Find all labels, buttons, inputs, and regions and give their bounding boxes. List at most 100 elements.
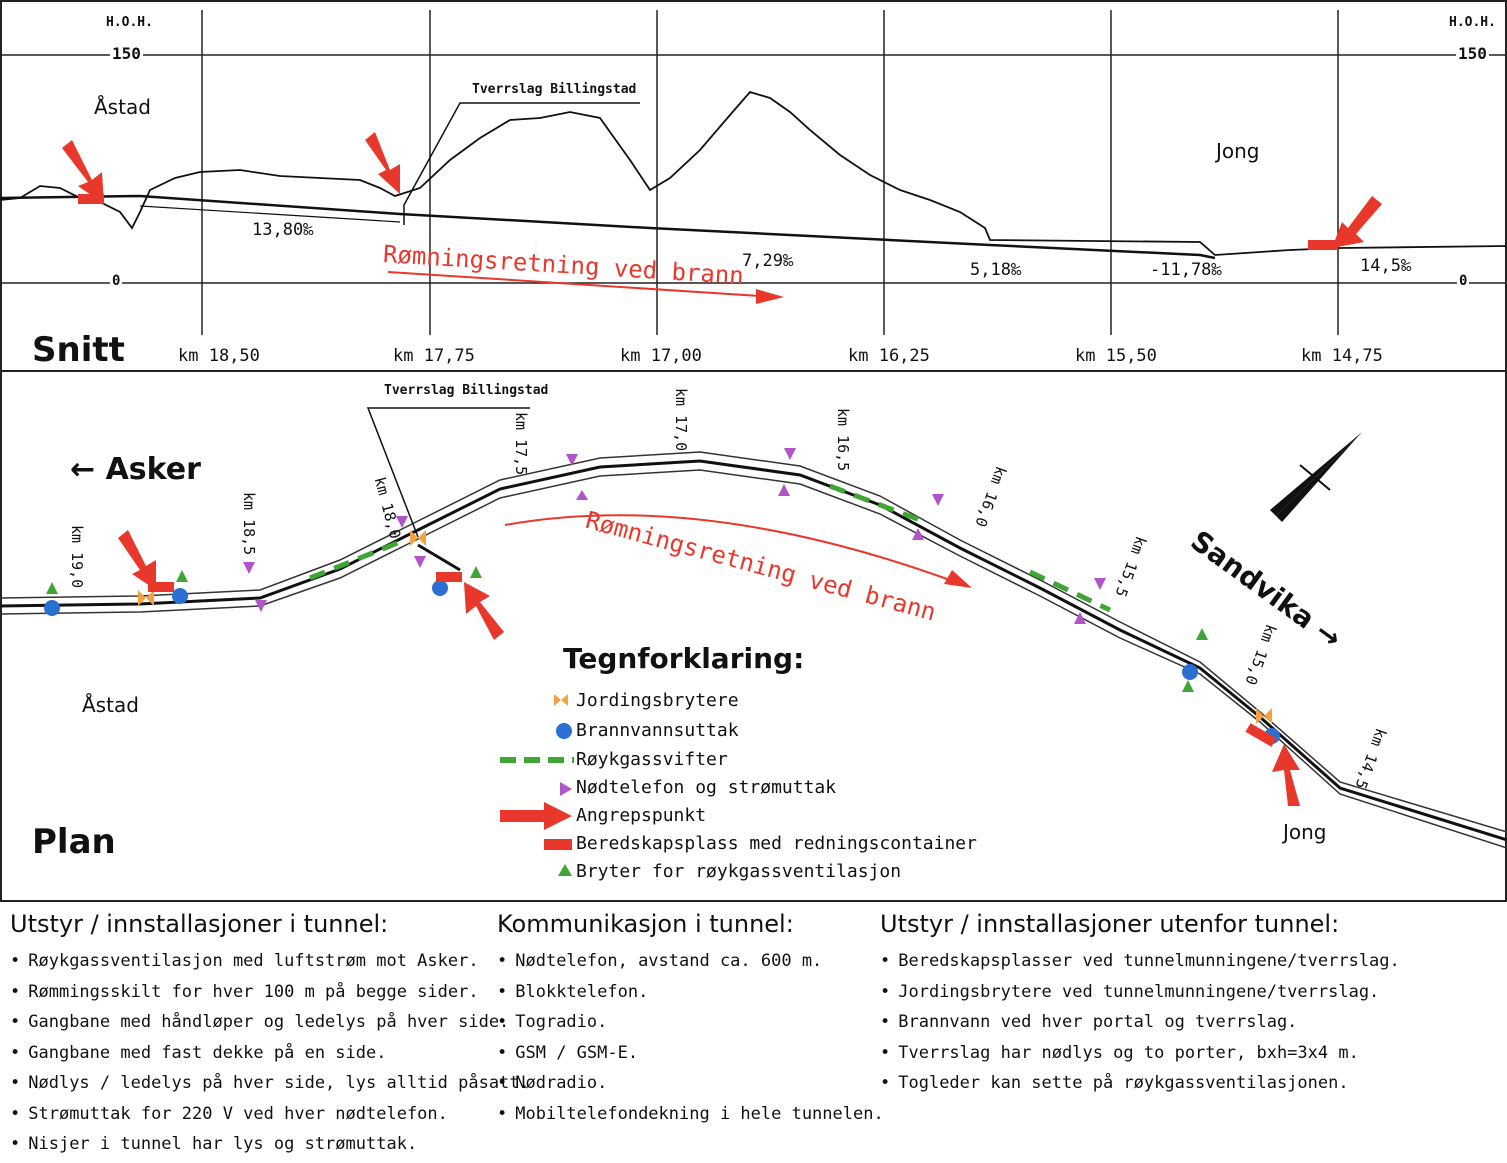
escape-arrow-head	[944, 570, 972, 588]
km-marker: km 18,5	[240, 492, 258, 556]
fire-water-marker	[172, 588, 188, 604]
km-tick-label: km 15,50	[1075, 346, 1157, 366]
tunnel-outline	[0, 469, 1507, 849]
plan-title: Plan	[32, 822, 116, 862]
grounding-switch-marker	[1256, 708, 1272, 724]
legend-item-label: Røykgassvifter	[576, 749, 728, 770]
emergency-phone-marker	[255, 600, 267, 612]
ventilation-switch-marker	[470, 566, 482, 578]
legend-item-label: Nødtelefon og strømuttak	[576, 777, 837, 798]
fire-water-marker	[1182, 664, 1198, 680]
section-title: Snitt	[32, 330, 125, 370]
standby-area	[78, 194, 104, 204]
km-marker: km 17,0	[672, 388, 690, 452]
ventilation-switch-marker	[46, 582, 58, 594]
list-item: Togleder kan sette på røykgassventilasjo…	[880, 1068, 1400, 1099]
km-tick-label: km 16,25	[848, 346, 930, 366]
triangle-up-icon	[558, 864, 572, 876]
list-item: Røykgassventilasjon med luftstrøm mot As…	[10, 946, 530, 977]
emergency-phone-marker	[243, 562, 255, 574]
hoh-right: H.O.H.	[1449, 15, 1496, 30]
list-item: Tverrslag har nødlys og to porter, bxh=3…	[880, 1038, 1400, 1069]
emergency-phone-marker	[912, 528, 924, 540]
km-tick-label: km 17,00	[620, 346, 702, 366]
grounding-switch-marker	[138, 590, 154, 606]
attack-point-arrow	[1272, 744, 1300, 806]
km-tick-label: km 14,75	[1301, 346, 1383, 366]
section-tverrslag-label: Tverrslag Billingstad	[472, 82, 637, 97]
attack-point-arrow	[464, 582, 504, 640]
level-150-left: 150	[110, 44, 143, 63]
plan-tverrslag-label: Tverrslag Billingstad	[384, 383, 549, 398]
emergency-phone-marker	[778, 484, 790, 496]
tverrslag-leader	[366, 407, 530, 538]
plan-place-astad: Åstad	[82, 693, 139, 717]
column-outside-equipment: Utstyr / innstallasjoner utenfor tunnel:…	[880, 910, 1400, 1099]
level-0-left: 0	[110, 273, 123, 289]
legend-item-label: Bryter for røykgassventilasjon	[576, 861, 902, 882]
emergency-phone-marker	[576, 490, 588, 500]
list-item: Strømuttak for 220 V ved hver nødtelefon…	[10, 1099, 530, 1130]
gradient-label: 13,80‰	[252, 220, 314, 240]
emergency-phone-marker	[932, 494, 944, 506]
km-marker: km 16,5	[834, 408, 852, 472]
gradient-label: 5,18‰	[970, 260, 1022, 280]
column-title: Kommunikasjon i tunnel:	[497, 910, 794, 938]
km-tick-label: km 17,75	[393, 346, 475, 366]
column-title: Utstyr / innstallasjoner utenfor tunnel:	[880, 910, 1340, 938]
km-marker: km 19,0	[68, 525, 86, 589]
legend-title: Tegnforklaring:	[563, 642, 805, 675]
hoh-left: H.O.H.	[106, 15, 153, 30]
emergency-phone-marker	[566, 454, 578, 466]
list-item: Rømmingsskilt for hver 100 m på begge si…	[10, 977, 530, 1008]
smoke-fan-segment	[309, 539, 401, 581]
level-150-right: 150	[1456, 44, 1489, 63]
bowtie-icon	[554, 694, 568, 706]
list-item: Nødlys / ledelys på hver side, lys allti…	[10, 1068, 530, 1099]
tunnel-outline	[0, 451, 1507, 833]
smoke-fan-segment	[829, 483, 921, 523]
gradient-label: -11,78‰	[1150, 260, 1222, 280]
emergency-phone-marker	[396, 516, 408, 528]
section-place-astad: Åstad	[94, 95, 151, 119]
smoke-fan-segment	[1028, 569, 1112, 613]
column-communication: Kommunikasjon i tunnel: Nødtelefon, avst…	[497, 910, 884, 1129]
list-item: Togradio.	[497, 1007, 884, 1038]
tverrslag-branch	[417, 543, 461, 572]
triangle-icon	[560, 782, 572, 796]
plan-map	[0, 407, 1507, 849]
km-tick-label: km 18,50	[178, 346, 260, 366]
plan-direction-asker: ← Asker	[70, 452, 201, 487]
column-title: Utstyr / innstallasjoner i tunnel:	[10, 910, 389, 938]
list-item: Beredskapsplasser ved tunnelmunningene/t…	[880, 946, 1400, 977]
standby-area	[1308, 240, 1338, 250]
attack-point-arrow	[1332, 196, 1382, 248]
ventilation-switch-marker	[176, 570, 188, 582]
legend-item-label: Jordingsbrytere	[576, 690, 739, 711]
standby-area	[148, 582, 174, 592]
list-item: Blokktelefon.	[497, 977, 884, 1008]
escape-arrow-head	[756, 289, 784, 304]
attack-point-arrow	[118, 530, 156, 590]
section-place-jong: Jong	[1216, 139, 1260, 163]
fire-water-marker	[44, 600, 60, 616]
standby-area	[1245, 723, 1277, 747]
escape-arrow	[504, 514, 951, 581]
tverrslag-branch	[403, 102, 640, 225]
emergency-phone-marker	[1074, 612, 1086, 624]
tunnel-grade-line-lower	[139, 205, 401, 223]
escape-arrow	[387, 271, 761, 297]
emergency-phone-marker	[784, 448, 796, 460]
standby-area	[436, 572, 462, 582]
gradient-label: 14,5‰	[1360, 256, 1412, 276]
rectangle-icon	[544, 839, 572, 850]
circle-icon	[556, 723, 572, 739]
legend-symbols	[500, 694, 574, 876]
list-item: Mobiltelefondekning i hele tunnelen.	[497, 1099, 883, 1130]
ventilation-switch-marker	[1182, 680, 1194, 692]
ventilation-switch-marker	[1196, 628, 1208, 640]
attack-point-arrow	[365, 132, 400, 194]
list-item: Nødradio.	[497, 1068, 884, 1099]
km-marker: km 17,5	[512, 412, 530, 476]
level-0-right: 0	[1457, 273, 1470, 289]
